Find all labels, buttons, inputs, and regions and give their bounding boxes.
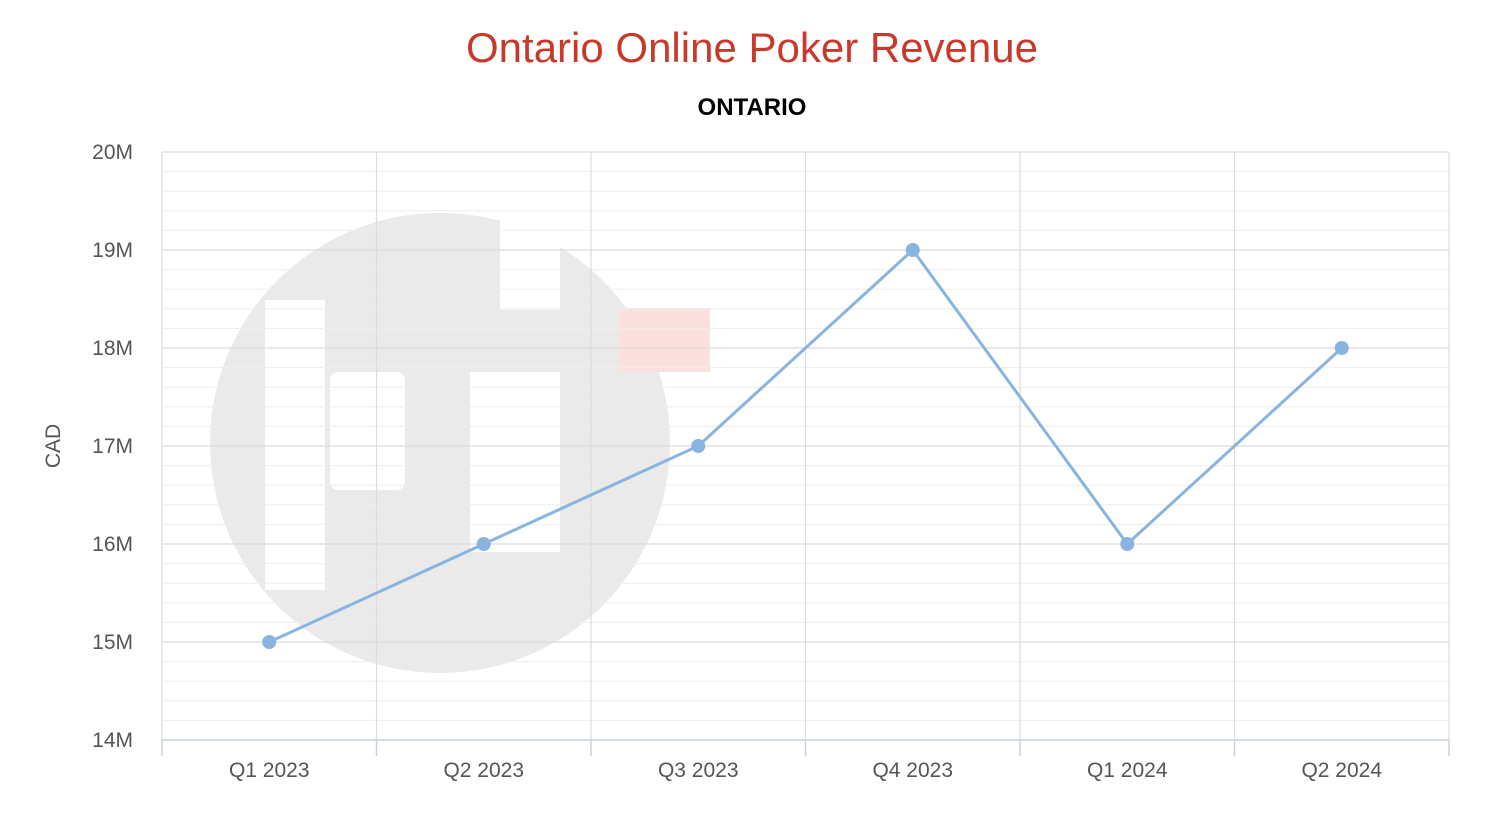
y-tick-label: 16M [92,533,133,556]
x-tick-label: Q1 2024 [1087,759,1168,782]
series-line [268,247,1343,644]
x-tick-label: Q1 2023 [229,759,310,782]
data-point[interactable] [1334,341,1349,355]
y-tick-label: 19M [92,239,133,262]
data-point[interactable] [262,635,277,649]
y-tick-label: 20M [92,141,133,164]
chart-subtitle: ONTARIO [697,94,807,121]
data-point[interactable] [476,537,491,551]
y-tick-label: 14M [92,729,133,752]
chart-title: Ontario Online Poker Revenue [466,24,1038,71]
y-axis-label: CAD [42,424,65,468]
y-tick-label: 15M [92,631,133,654]
x-tick-label: Q3 2023 [658,759,739,782]
data-point[interactable] [905,243,920,257]
data-point[interactable] [691,439,706,453]
y-tick-label: 17M [92,435,133,458]
x-tick-label: Q2 2023 [443,759,524,782]
data-point[interactable] [1120,537,1135,551]
x-tick-label: Q2 2024 [1301,759,1382,782]
y-tick-label: 18M [92,337,133,360]
watermark-logo [210,200,710,673]
x-tick-label: Q4 2023 [872,759,953,782]
